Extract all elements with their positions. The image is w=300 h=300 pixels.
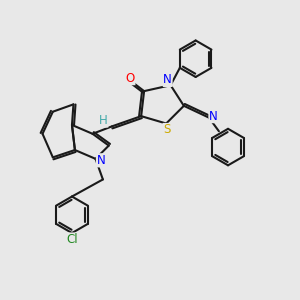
Text: N: N [163, 74, 172, 86]
Text: N: N [209, 110, 218, 123]
Text: H: H [99, 114, 108, 127]
Text: S: S [163, 124, 170, 136]
Text: Cl: Cl [66, 233, 78, 246]
Text: N: N [97, 154, 105, 167]
Text: O: O [126, 72, 135, 85]
